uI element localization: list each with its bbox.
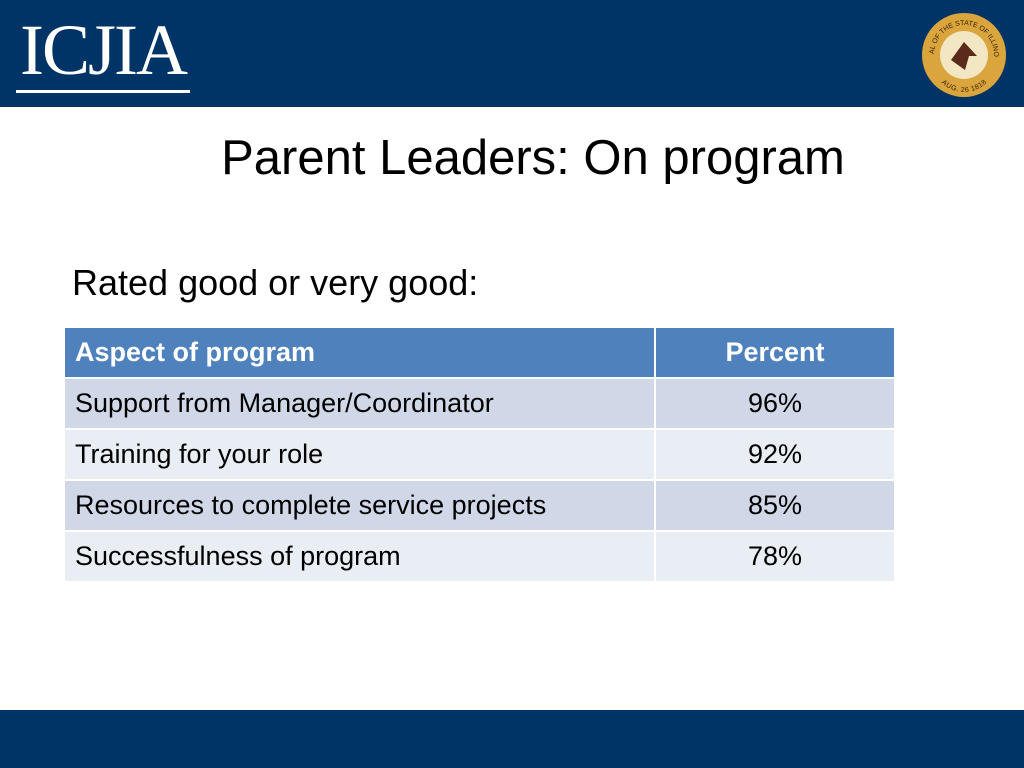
header-cell: Percent <box>654 326 896 379</box>
table-body: Support from Manager/Coordinator 96% Train… <box>63 377 896 583</box>
header-row: Aspect of program Percent <box>63 326 896 379</box>
table-cell: 85% <box>654 479 896 532</box>
seal: SEAL OF THE STATE OF ILLINOIS AUG. 26 18… <box>921 12 1006 97</box>
slide-title: Parent Leaders: On program <box>221 131 845 185</box>
table-cell: 78% <box>654 530 896 583</box>
table-row: Resources to complete service projects 85… <box>63 479 896 532</box>
table-row: Successfulness of program 78% <box>63 530 896 583</box>
table-cell: 96% <box>654 377 896 430</box>
seal-eagle <box>951 42 977 70</box>
table-cell: Training for your role <box>63 428 656 481</box>
table-cell: 92% <box>654 428 896 481</box>
data-table: Aspect of program Percent Support from M… <box>63 326 896 583</box>
header-cell: Aspect of program <box>63 326 656 379</box>
table-cell: Support from Manager/Coordinator <box>63 377 656 430</box>
table-row: Training for your role 92% <box>63 428 896 481</box>
table-row: Support from Manager/Coordinator 96% <box>63 377 896 430</box>
table-cell: Resources to complete service projects <box>63 479 656 532</box>
header-bar: ICJIA SEAL OF THE STATE OF ILLINOIS AUG.… <box>0 0 1024 107</box>
table-cell: Successfulness of program <box>63 530 656 583</box>
subtitle: Rated good or very good: <box>72 262 479 303</box>
logo: ICJIA <box>16 10 190 93</box>
footer-bar <box>0 710 1024 768</box>
